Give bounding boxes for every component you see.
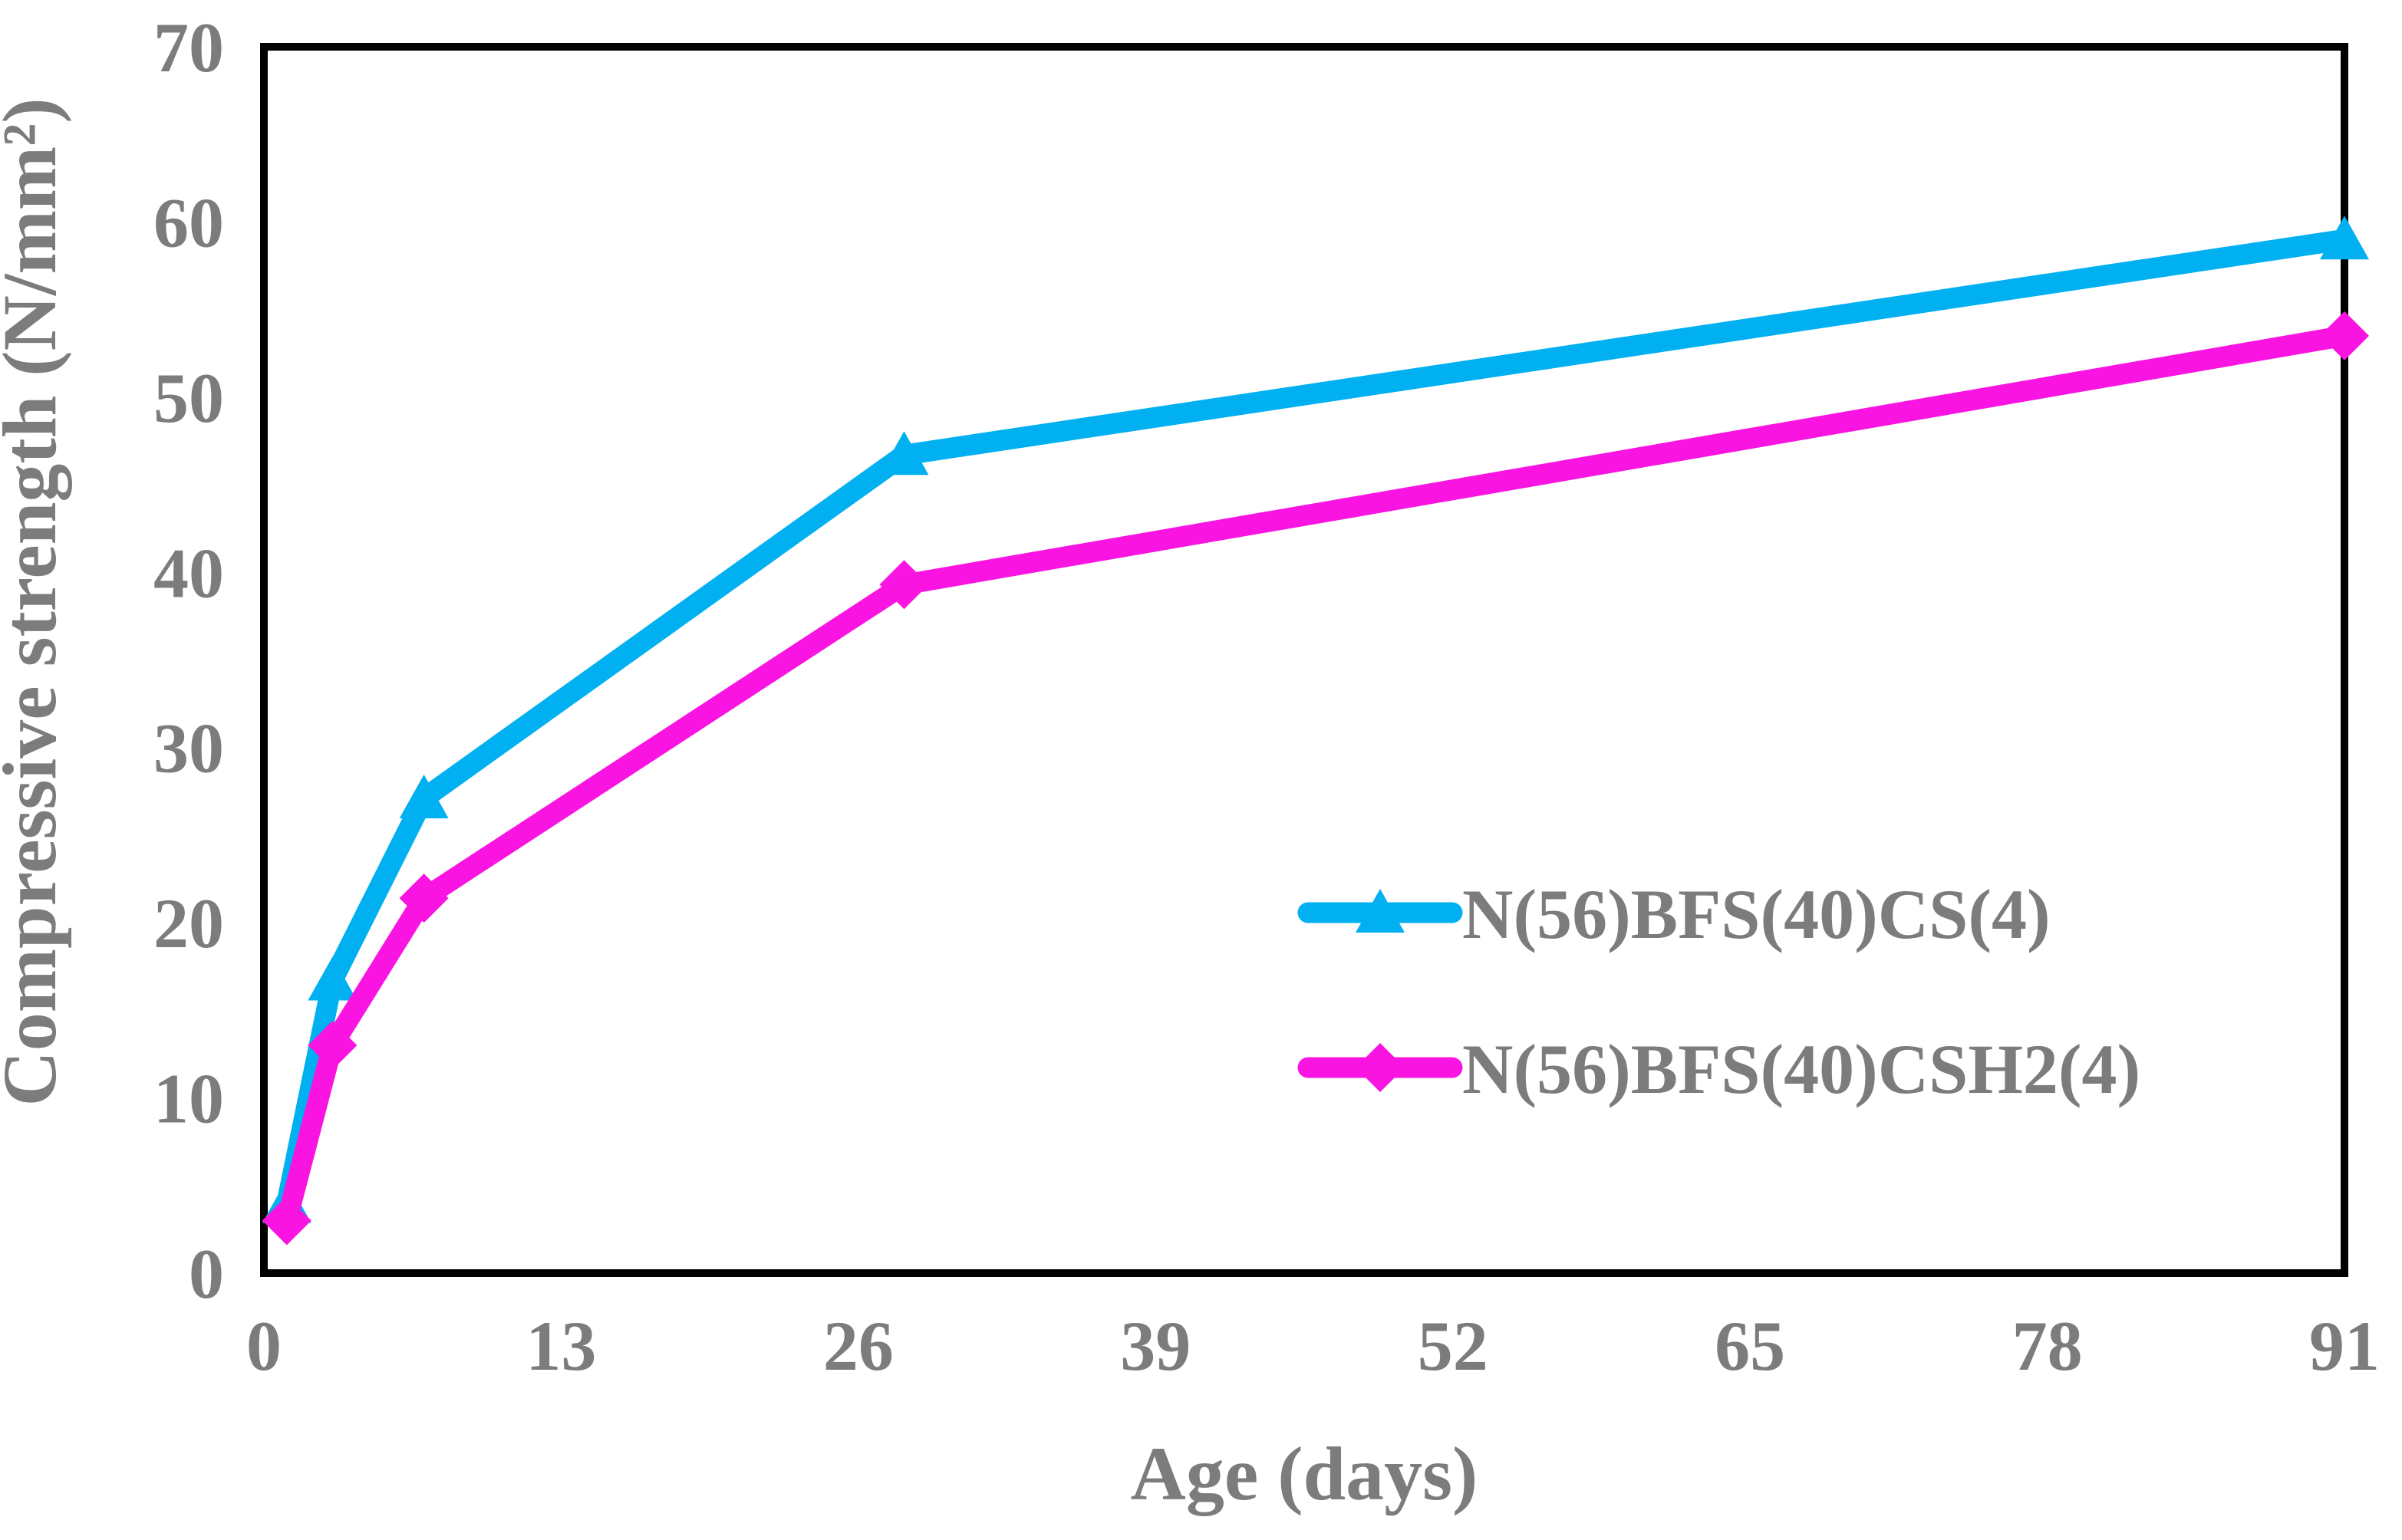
y-tick-label: 50 xyxy=(153,359,224,437)
y-tick-label: 10 xyxy=(153,1060,224,1138)
legend-label: N(56)BFS(40)CS(4) xyxy=(1462,875,2051,953)
data-point-marker xyxy=(879,431,929,475)
data-point-marker xyxy=(2320,216,2369,260)
x-tick-label: 26 xyxy=(823,1307,894,1385)
legend-item: N(56)BFS(40)CS(4) xyxy=(1297,875,2051,953)
y-tick-label: 20 xyxy=(153,884,224,962)
data-point-marker xyxy=(308,956,357,1001)
x-tick-label: 65 xyxy=(1715,1307,1785,1385)
x-tick-label: 13 xyxy=(526,1307,596,1385)
x-tick-label: 52 xyxy=(1418,1307,1488,1385)
legend-marker xyxy=(1356,1043,1405,1092)
x-tick-label: 39 xyxy=(1120,1307,1191,1385)
y-tick-label: 0 xyxy=(189,1235,224,1313)
legend-marker xyxy=(1356,889,1405,933)
legend-label: N(56)BFS(40)CSH2(4) xyxy=(1462,1030,2140,1108)
data-point-marker xyxy=(2320,311,2369,360)
y-axis-title: Compressive strength (N/mm²) xyxy=(0,98,72,1107)
plot-frame xyxy=(260,43,2348,1277)
data-point-marker xyxy=(399,774,449,818)
data-point-marker xyxy=(879,560,929,610)
x-axis-title: Age (days) xyxy=(1131,1431,1478,1516)
legend-item: N(56)BFS(40)CSH2(4) xyxy=(1297,1030,2140,1108)
x-tick-label: 0 xyxy=(246,1307,282,1385)
data-point-marker xyxy=(399,874,449,923)
data-point-marker xyxy=(308,1021,357,1071)
data-point-marker xyxy=(262,1196,311,1245)
y-tick-label: 70 xyxy=(153,8,224,87)
series-diamond xyxy=(262,311,2369,1245)
y-tick-label: 60 xyxy=(153,183,224,262)
x-tick-label: 91 xyxy=(2309,1307,2380,1385)
y-tick-label: 30 xyxy=(153,709,224,788)
y-tick-label: 40 xyxy=(153,534,224,612)
x-tick-label: 78 xyxy=(2012,1307,2083,1385)
